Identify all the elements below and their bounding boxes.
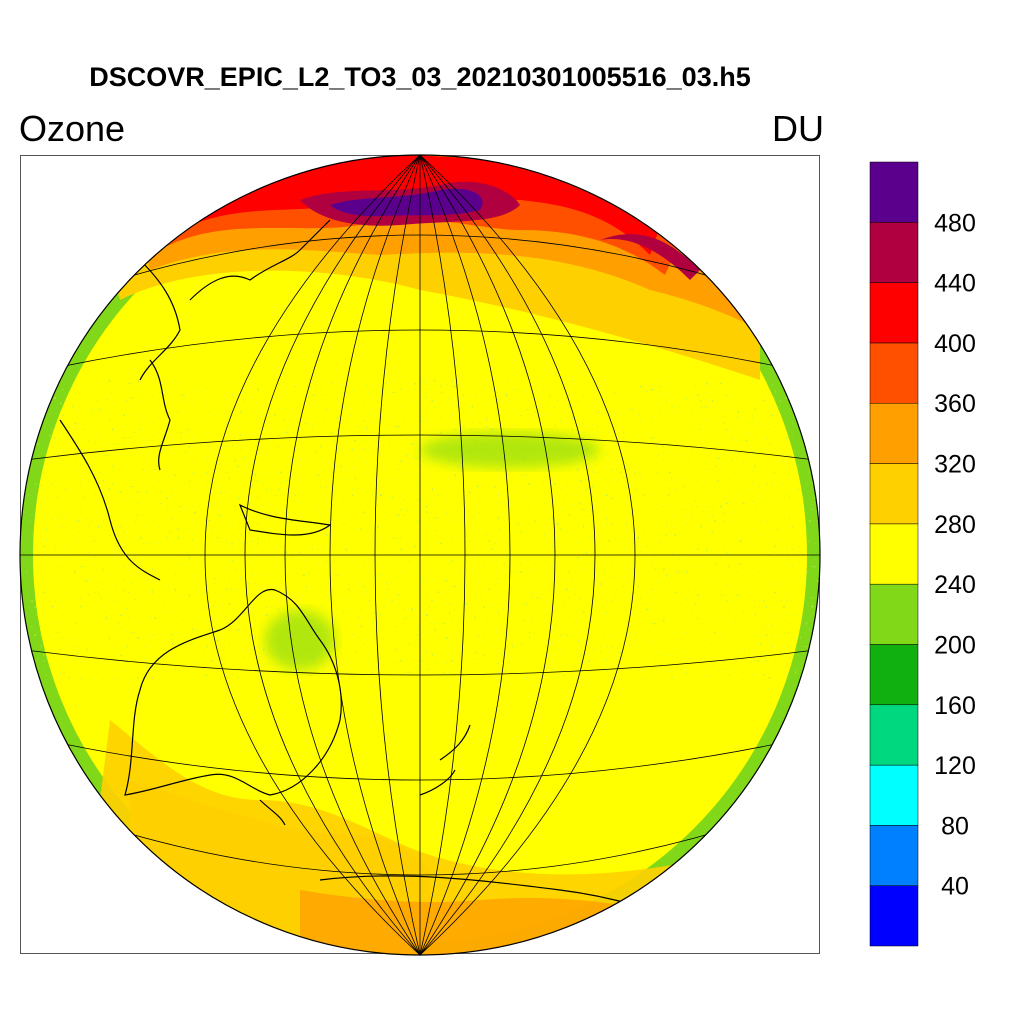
new-guinea-coastline xyxy=(238,503,332,536)
colorbar-box xyxy=(869,342,919,404)
colorbar-tick-label: 400 xyxy=(934,330,976,358)
colorbar-tick-label: 440 xyxy=(934,270,976,298)
colorbar-tick-label: 40 xyxy=(941,873,969,901)
globe-limb xyxy=(19,154,821,956)
colorbar-tick-labels: 40 80 120 160 200 240 280 320 360 400 440 480 xyxy=(934,209,976,900)
colorbar-boxes xyxy=(869,161,919,947)
colorbar-tick-label: 80 xyxy=(941,812,969,840)
colorbar-box xyxy=(869,161,919,223)
colorbar-box xyxy=(869,523,919,585)
philippines-coastline xyxy=(149,359,171,471)
colorbar-box xyxy=(869,764,919,826)
colorbar-tick-label: 480 xyxy=(934,209,976,237)
colorbar-box xyxy=(869,644,919,706)
japan-coastline xyxy=(189,219,331,301)
colorbar-tick-label: 200 xyxy=(934,631,976,659)
asia-mainland-coastline xyxy=(139,259,181,381)
colorbar-tick-label: 360 xyxy=(934,390,976,418)
colorbar-box xyxy=(869,583,919,645)
ozone-max-north xyxy=(330,188,483,217)
ozone-low-patch-australia xyxy=(265,610,335,670)
ozone-band-480-northeast xyxy=(600,234,700,280)
colorbar-tick-label: 240 xyxy=(934,571,976,599)
graticule xyxy=(20,155,820,955)
tasmania-coastline xyxy=(259,799,286,826)
colorbar-box xyxy=(869,885,919,947)
ozone-field xyxy=(20,155,820,955)
colorbar-box xyxy=(869,704,919,766)
colorbar-tick-label: 280 xyxy=(934,511,976,539)
unit-label: DU xyxy=(772,108,824,149)
colorbar-box xyxy=(869,463,919,525)
colorbar-box xyxy=(869,282,919,344)
colorbar-tick-label: 160 xyxy=(934,692,976,720)
colorbar-tick-label: 120 xyxy=(934,752,976,780)
australia-coastline xyxy=(124,589,342,796)
colorbar-box xyxy=(869,825,919,886)
new-zealand-coastline xyxy=(419,724,471,796)
colorbar-box xyxy=(869,222,919,283)
file-title: DSCOVR_EPIC_L2_TO3_03_20210301005516_03.… xyxy=(89,62,751,92)
colorbar-box xyxy=(869,402,919,464)
ozone-low-patch-equatorial xyxy=(420,432,600,468)
southeast-asia-coastline xyxy=(59,419,161,581)
colorbar-tick-label: 320 xyxy=(934,451,976,479)
variable-label: Ozone xyxy=(19,108,126,149)
